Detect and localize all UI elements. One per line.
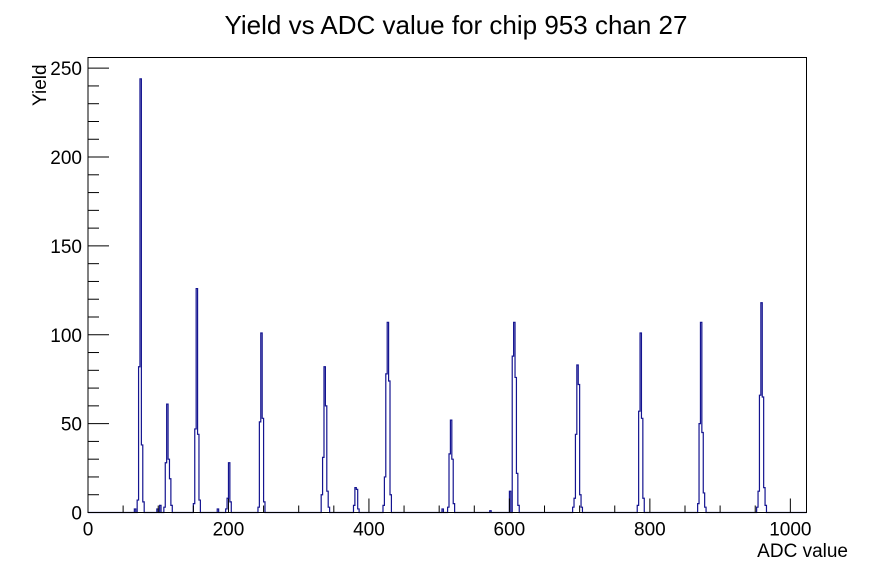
x-tick-label: 400 <box>353 520 385 541</box>
x-axis-tick-labels: 0 200 400 600 800 1000 <box>83 520 812 541</box>
x-axis-title: ADC value <box>757 541 848 562</box>
x-tick-label: 800 <box>634 520 666 541</box>
y-axis-ticks <box>88 67 109 513</box>
x-tick-label: 600 <box>494 520 526 541</box>
x-axis-ticks <box>87 498 791 513</box>
y-axis-title: Yield <box>30 64 51 106</box>
y-tick-label: 100 <box>50 326 82 347</box>
y-tick-label: 0 <box>71 504 82 525</box>
y-axis-tick-labels: 0 50 100 150 200 250 <box>50 59 82 524</box>
x-tick-label: 0 <box>83 520 94 541</box>
y-tick-label: 250 <box>50 59 82 80</box>
y-tick-label: 200 <box>50 148 82 169</box>
chart-title: Yield vs ADC value for chip 953 chan 27 <box>225 10 688 40</box>
x-tick-label: 200 <box>213 520 245 541</box>
histogram-line <box>88 78 807 514</box>
x-tick-label: 1000 <box>769 520 811 541</box>
y-tick-label: 150 <box>50 237 82 258</box>
plot-frame <box>87 57 807 513</box>
y-tick-label: 50 <box>61 415 82 436</box>
